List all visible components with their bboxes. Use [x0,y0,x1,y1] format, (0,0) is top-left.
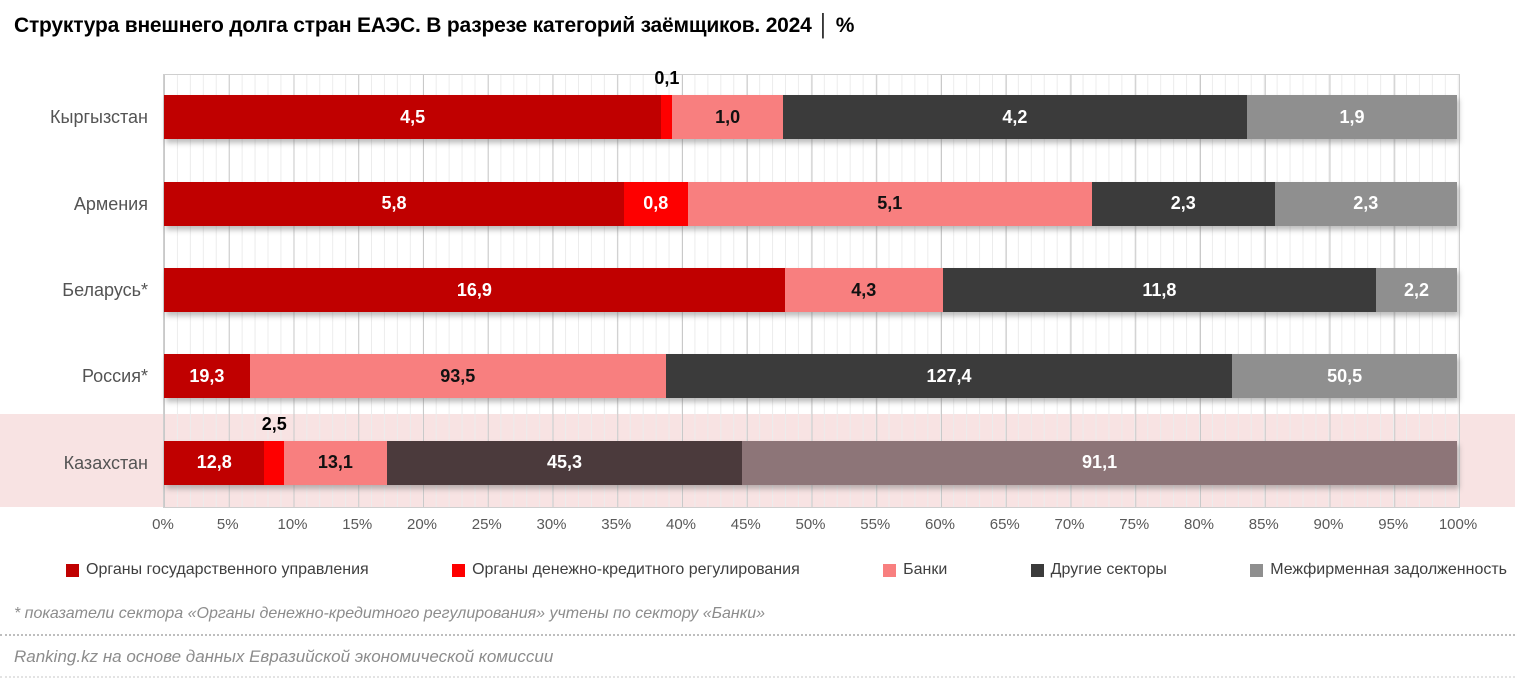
legend-label: Межфирменная задолженность [1270,561,1507,578]
chart-title: Структура внешнего долга стран ЕАЭС. В р… [14,14,855,37]
bar-segment [661,95,673,140]
bar-segment: 127,4 [665,354,1233,399]
x-tick-label: 90% [1313,516,1344,533]
segment-value-label: 0,1 [654,68,680,89]
x-tick-label: 70% [1054,516,1085,533]
bar-segment [264,440,285,485]
legend-label: Другие секторы [1050,561,1167,578]
segment-value-label: 1,0 [715,106,741,127]
bar-segment: 2,3 [1274,181,1457,226]
segment-value-label: 5,1 [877,193,903,214]
segment-value-label: 11,8 [1142,279,1177,300]
x-tick-label: 100% [1438,516,1478,533]
bar-segment: 0,8 [624,181,688,226]
x-tick-label: 15% [342,516,373,533]
legend-label: Органы денежно-кредитного регулирования [472,561,800,578]
legend-item: Межфирменная задолженность [1250,561,1507,579]
legend-label: Органы государственного управления [86,561,369,578]
bar-segment: 45,3 [386,440,743,485]
bar-segment: 93,5 [249,354,666,399]
x-tick-label: 60% [924,516,956,533]
segment-value-label: 2,2 [1404,279,1430,300]
category-label: Беларусь* [62,280,148,300]
segment-value-label: 19,3 [189,365,225,386]
legend-swatch-icon [1030,563,1044,577]
legend-swatch-icon [452,563,466,577]
legend-swatch-icon [1250,563,1264,577]
legend-swatch-icon [883,563,897,577]
bar-row: 19,3 93,5 127,4 50,5 [164,354,1457,399]
bar-segment: 5,1 [687,181,1093,226]
bar-row: 4,5 0,1 1,0 4,2 1,9 [164,68,1457,140]
bottom-divider [0,676,1515,678]
segment-value-label: 13,1 [317,452,353,473]
footnote: * показатели сектора «Органы денежно-кре… [14,605,766,622]
segment-value-label: 16,9 [456,279,492,300]
category-label: Казахстан [63,452,148,473]
x-tick-label: 30% [536,516,567,533]
segment-value-label: 1,9 [1339,106,1365,127]
x-tick-label: 0% [152,516,174,533]
bar-row: 5,8 0,8 5,1 2,3 2,3 [164,181,1457,226]
segment-value-label: 4,3 [851,279,877,300]
bar-segment: 4,3 [784,268,943,312]
x-tick-label: 80% [1183,516,1215,533]
segment-value-label: 2,3 [1353,193,1379,214]
x-tick-label: 20% [406,516,438,533]
legend-item: Другие секторы [1030,561,1167,579]
bar-row: 16,9 4,3 11,8 2,2 [164,268,1457,312]
x-tick-label: 10% [277,516,308,533]
segment-value-label: 127,4 [926,365,972,386]
legend-label: Банки [903,561,948,578]
x-tick-label: 25% [471,516,502,533]
x-tick-label: 35% [601,516,632,533]
bar-segment: 2,2 [1376,268,1457,312]
segment-value-label: 12,8 [196,452,232,473]
segment-value-label: 93,5 [440,365,476,386]
x-tick-label: 55% [860,516,891,533]
bar-segment: 4,5 [164,95,662,140]
bar-segment: 16,9 [164,268,785,312]
legend-item: Банки [883,561,947,579]
x-tick-label: 95% [1378,516,1409,533]
x-tick-label: 45% [730,516,761,533]
legend: Органы государственного управления Органы… [66,561,1507,579]
segment-value-label: 2,5 [261,413,287,434]
segment-value-label: 4,2 [1002,106,1028,127]
category-label: Россия* [81,366,148,387]
legend-item: Органы государственного управления [66,561,369,579]
category-label: Кыргызстан [50,107,148,128]
bar-segment: 1,0 [672,95,783,140]
segment-value-label: 4,5 [400,106,426,127]
segment-value-label: 50,5 [1327,365,1363,386]
source-credit: Ranking.kz на основе данных Евразийской … [14,647,554,666]
bar-segment: 19,3 [164,354,250,399]
category-label: Армения [73,193,148,214]
segment-value-label: 0,8 [643,193,669,214]
segment-value-label: 91,1 [1082,452,1118,473]
legend-item: Органы денежно-кредитного регулирования [452,561,800,579]
x-tick-label: 65% [989,516,1020,533]
x-tick-label: 5% [216,516,239,533]
bar-segment: 50,5 [1232,354,1457,399]
x-tick-label: 85% [1248,516,1279,533]
bar-segment: 91,1 [742,440,1457,485]
bar-segment: 13,1 [284,440,387,485]
bar-segment: 2,3 [1092,181,1275,226]
bar-segment: 12,8 [164,440,265,485]
x-tick-label: 75% [1119,516,1150,533]
dotted-divider [0,634,1515,636]
bar-row: 12,8 2,5 13,1 45,3 91,1 [164,414,1457,485]
bar-segment: 1,9 [1246,95,1457,140]
x-tick-label: 40% [665,516,697,533]
bar-segment: 11,8 [942,268,1377,312]
x-tick-label: 50% [795,516,826,533]
bar-segment: 4,2 [782,95,1247,140]
segment-value-label: 45,3 [546,452,583,473]
bar-segment: 5,8 [164,181,625,226]
segment-value-label: 2,3 [1170,193,1196,214]
segment-value-label: 5,8 [381,193,407,214]
legend-swatch-icon [66,563,79,577]
